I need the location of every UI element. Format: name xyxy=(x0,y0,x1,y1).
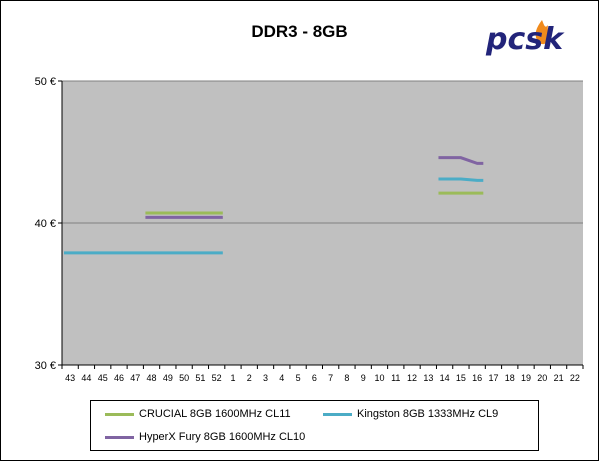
x-tick-label: 8 xyxy=(344,373,349,383)
pcsk-logo: pcsk xyxy=(485,20,565,57)
logo-text: pcsk xyxy=(485,22,565,57)
legend-swatch xyxy=(105,435,134,439)
x-tick-label: 6 xyxy=(312,373,317,383)
y-tick-label: 50 € xyxy=(35,76,56,88)
legend-label: CRUCIAL 8GB 1600MHz CL11 xyxy=(139,408,291,420)
series-lines xyxy=(64,156,484,255)
legend-item: Kingston 8GB 1333MHz CL9 xyxy=(323,407,498,421)
x-tick-labels: 43 44 45 46 47 48 49 50 51 52 1 2 3 4 5 6 7 8 9 10 11 12 13 14 1… xyxy=(65,373,580,383)
x-tick-label: 10 xyxy=(374,373,384,383)
x-tick-label: 21 xyxy=(554,373,564,383)
y-tick-label: 40 € xyxy=(35,218,56,230)
series-line xyxy=(438,156,484,165)
x-tick-label: 19 xyxy=(521,373,531,383)
y-tick-label: 30 € xyxy=(35,360,56,372)
x-tick-label: 9 xyxy=(361,373,366,383)
x-tick-label: 22 xyxy=(570,373,580,383)
x-tick-label: 49 xyxy=(163,373,173,383)
flame-icon xyxy=(535,20,549,45)
legend-item: CRUCIAL 8GB 1600MHz CL11 xyxy=(105,407,291,421)
legend: CRUCIAL 8GB 1600MHz CL11 Kingston 8GB 13… xyxy=(90,400,539,451)
x-tick-label: 16 xyxy=(472,373,482,383)
x-tick-label: 17 xyxy=(488,373,498,383)
axes xyxy=(58,80,584,369)
x-tick-label: 51 xyxy=(195,373,205,383)
legend-swatch xyxy=(323,412,352,416)
x-tick-label: 3 xyxy=(263,373,268,383)
chart-title: DDR3 - 8GB xyxy=(251,22,348,41)
x-tick-label: 13 xyxy=(423,373,433,383)
x-tick-label: 15 xyxy=(456,373,466,383)
x-tick-label: 2 xyxy=(247,373,252,383)
legend-label: HyperX Fury 8GB 1600MHz CL10 xyxy=(139,431,306,443)
x-tick-label: 18 xyxy=(505,373,515,383)
gridlines xyxy=(62,80,583,224)
x-tick-label: 5 xyxy=(296,373,301,383)
x-tick-label: 11 xyxy=(391,373,400,383)
x-tick-label: 52 xyxy=(212,373,222,383)
x-tick-label: 12 xyxy=(407,373,417,383)
x-tick-label: 45 xyxy=(98,373,108,383)
legend-swatch xyxy=(105,412,134,416)
x-tick-label: 7 xyxy=(328,373,333,383)
x-tick-label: 44 xyxy=(81,373,91,383)
series-line xyxy=(438,177,484,182)
x-tick-label: 46 xyxy=(114,373,124,383)
legend-item: HyperX Fury 8GB 1600MHz CL10 xyxy=(105,430,305,444)
x-tick-label: 48 xyxy=(147,373,157,383)
x-tick-label: 20 xyxy=(537,373,547,383)
x-tick-label: 47 xyxy=(130,373,140,383)
x-tick-label: 14 xyxy=(440,373,450,383)
y-tick-labels: 30 € 40 € 50 € xyxy=(35,76,56,372)
x-tick-label: 1 xyxy=(230,373,235,383)
x-tick-label: 50 xyxy=(179,373,189,383)
x-tick-label: 43 xyxy=(65,373,75,383)
x-tick-label: 4 xyxy=(279,373,284,383)
legend-label: Kingston 8GB 1333MHz CL9 xyxy=(357,408,499,420)
